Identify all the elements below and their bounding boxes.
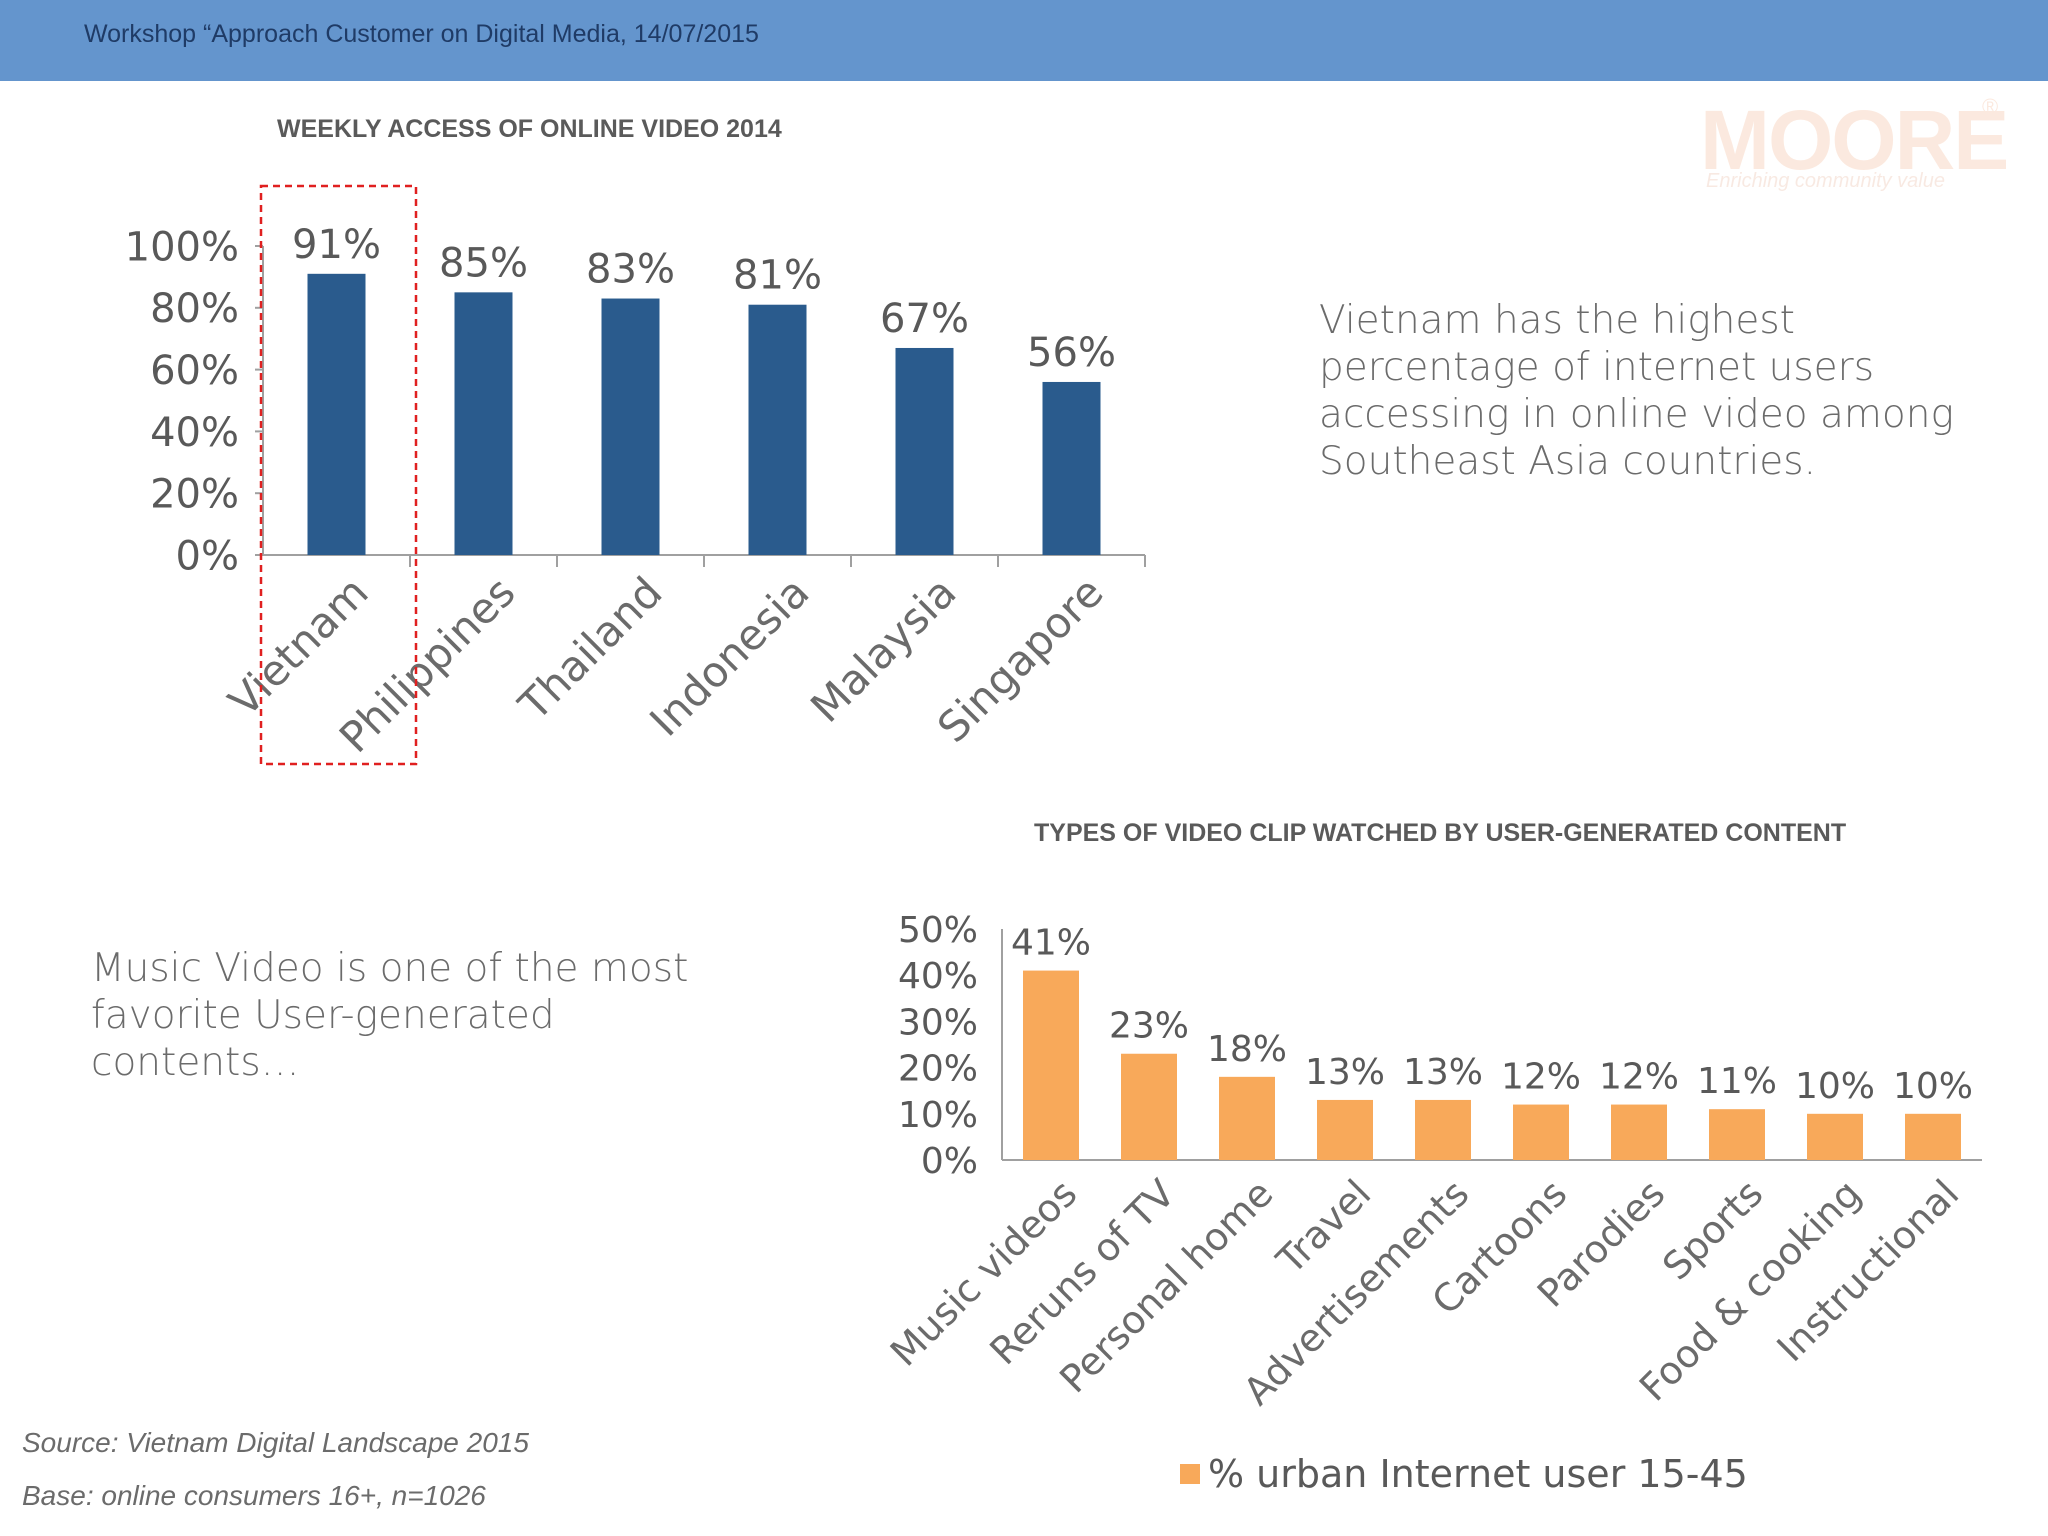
chart1-ytick-label: 20%	[150, 472, 239, 518]
chart1-ytick-label: 60%	[150, 348, 239, 394]
chart2-title: TYPES OF VIDEO CLIP WATCHED BY USER-GENE…	[1034, 819, 1847, 847]
chart2-data-label: 10%	[1795, 1066, 1875, 1107]
chart1-data-label: 83%	[586, 247, 675, 293]
chart2-data-label: 18%	[1207, 1029, 1287, 1070]
chart1-data-label: 56%	[1027, 330, 1116, 376]
chart2-data-label: 12%	[1599, 1057, 1679, 1098]
chart2-ytick-label: 50%	[898, 910, 978, 951]
chart2-data-label: 13%	[1305, 1052, 1385, 1093]
chart2-ytick-label: 40%	[898, 956, 978, 997]
chart1-data-label: 91%	[292, 222, 381, 268]
chart2-bar	[1219, 1076, 1275, 1160]
chart2-ytick-label: 0%	[921, 1141, 978, 1182]
source-note: Source: Vietnam Digital Landscape 2015	[22, 1427, 529, 1458]
chart2-bar	[1317, 1099, 1373, 1160]
chart1-bar	[748, 304, 807, 555]
chart1-bar	[1042, 381, 1101, 555]
chart2-data-label: 41%	[1011, 923, 1091, 964]
base-note: Base: online consumers 16+, n=1026	[22, 1480, 486, 1511]
legend-label: % urban Internet user 15-45	[1208, 1452, 1748, 1496]
chart2-data-label: 23%	[1109, 1006, 1189, 1047]
chart2-legend: % urban Internet user 15-45	[1180, 1452, 1748, 1496]
chart2-data-label: 11%	[1697, 1061, 1777, 1102]
chart2-bar	[1023, 970, 1079, 1160]
chart1-ytick-label: 100%	[125, 224, 239, 270]
chart1-title: WEEKLY ACCESS OF ONLINE VIDEO 2014	[277, 115, 782, 143]
moore-logo: MOORE ® Enriching community value	[1700, 92, 2009, 202]
chart1-ytick-label: 40%	[150, 410, 239, 456]
chart2-bar	[1709, 1109, 1765, 1160]
chart1-data-label: 85%	[439, 240, 528, 286]
chart1-data-label: 81%	[733, 253, 822, 299]
chart2-data-label: 13%	[1403, 1052, 1483, 1093]
chart2-data-label: 12%	[1501, 1057, 1581, 1098]
header-bar: Workshop “Approach Customer on Digital M…	[0, 0, 2048, 81]
chart2-ytick-label: 20%	[898, 1049, 978, 1090]
chart1-ytick-label: 0%	[176, 533, 239, 579]
chart2-bar	[1415, 1099, 1471, 1160]
chart2-bar	[1807, 1113, 1863, 1160]
insight-note-vietnam: Vietnam has the highest percentage of in…	[1319, 298, 1954, 484]
chart1-bar	[307, 273, 366, 555]
chart2-data-label: 10%	[1893, 1066, 1973, 1107]
chart2-bar	[1513, 1104, 1569, 1160]
chart2-ytick-label: 30%	[898, 1002, 978, 1043]
chart1-data-label: 67%	[880, 296, 969, 342]
insight-note-music-video: Music Video is one of the most favorite …	[91, 946, 689, 1085]
chart2-bar	[1611, 1104, 1667, 1160]
chart2-ytick-label: 10%	[898, 1095, 978, 1136]
legend-swatch	[1180, 1464, 1200, 1484]
chart2-bar	[1121, 1053, 1177, 1160]
chart1-bar	[454, 292, 513, 555]
chart1-bar	[601, 298, 660, 555]
header-title: Workshop “Approach Customer on Digital M…	[84, 20, 759, 48]
logo-word: MOORE	[1700, 93, 2009, 187]
chart2-bar	[1905, 1113, 1961, 1160]
chart1-bar	[895, 347, 954, 555]
logo-registered-mark: ®	[1982, 94, 1999, 119]
logo-tagline: Enriching community value	[1706, 170, 1945, 192]
chart1-ytick-label: 80%	[150, 286, 239, 332]
highlight-box-vietnam	[259, 184, 418, 766]
